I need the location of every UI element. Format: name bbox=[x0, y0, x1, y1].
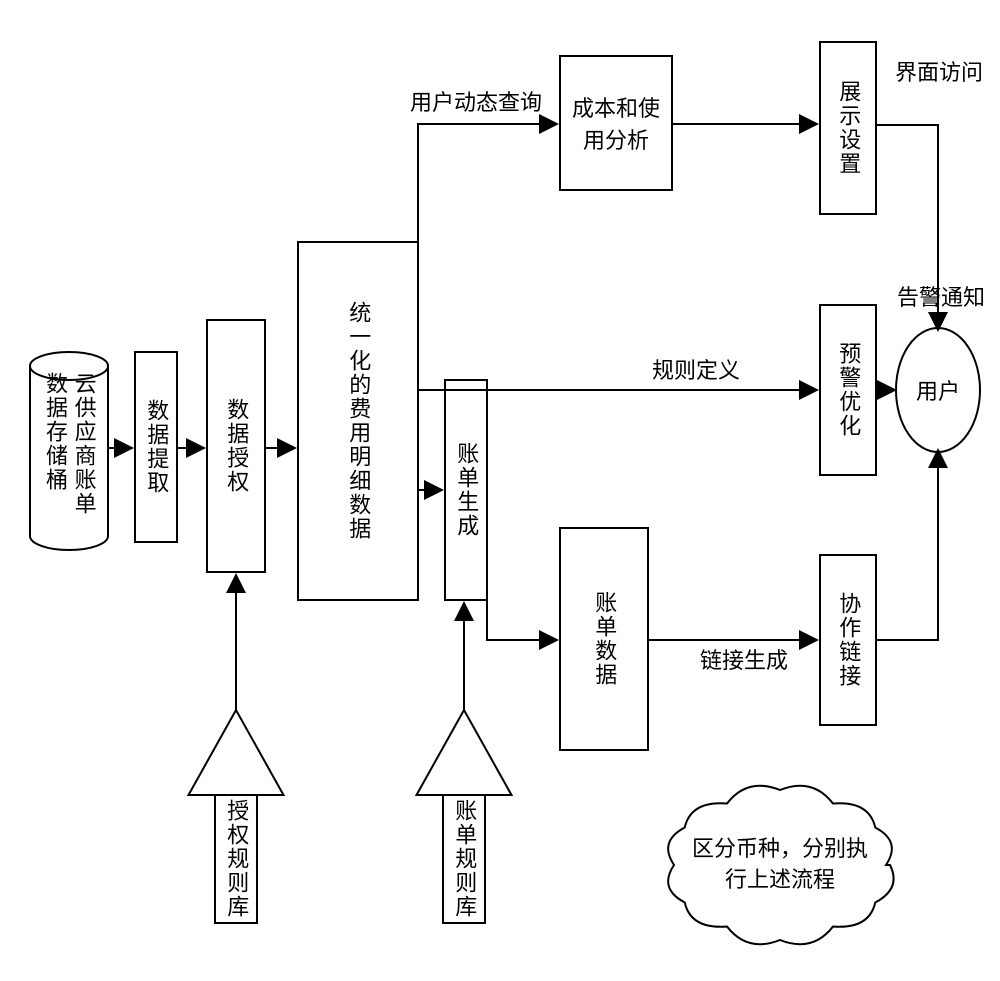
label-billrules: 账单规则库 bbox=[450, 799, 479, 919]
label-billgen: 账单生成 bbox=[452, 442, 481, 538]
label-collab: 协作链接 bbox=[834, 592, 863, 688]
node-billrules-tri bbox=[417, 710, 512, 795]
label-user: 用户 bbox=[896, 328, 980, 452]
label-display: 展示设置 bbox=[834, 80, 863, 176]
label-cloud: 区分币种，分别执行上述流程 bbox=[690, 820, 870, 910]
label-unified: 统一化的费用明细数据 bbox=[344, 301, 373, 541]
label-wrap-auth: 数据授权 bbox=[207, 320, 265, 572]
label-wrap-display: 展示设置 bbox=[820, 42, 876, 214]
label-cost: 成本和使用分析 bbox=[560, 56, 672, 190]
label-auth: 数据授权 bbox=[222, 398, 251, 494]
label-wrap-alert: 预警优化 bbox=[820, 305, 876, 475]
label-extract: 数据提取 bbox=[142, 399, 171, 495]
label-wrap-unified: 统一化的费用明细数据 bbox=[298, 242, 418, 600]
label-authrules: 授权规则库 bbox=[222, 799, 251, 919]
label-alert: 预警优化 bbox=[834, 342, 863, 438]
edge-label-alert-user: 告警通知 bbox=[897, 285, 985, 311]
label-wrap-billgen: 账单生成 bbox=[445, 380, 487, 600]
edge-label-billdata-collab: 链接生成 bbox=[700, 648, 788, 674]
label-wrap-authrules: 授权规则库 bbox=[215, 795, 257, 923]
edge-unified-cost bbox=[418, 124, 557, 242]
edge-label-unified-alert: 规则定义 bbox=[652, 358, 740, 384]
edge-billgen-billdata bbox=[487, 600, 557, 640]
label-wrap-billrules: 账单规则库 bbox=[443, 795, 485, 923]
label-wrap-collab: 协作链接 bbox=[820, 555, 876, 725]
label-wrap-billdata: 账单数据 bbox=[560, 528, 648, 750]
label-wrap-cylinder: 云供应商账单数据存储桶 bbox=[30, 372, 108, 536]
label-cylinder: 云供应商账单数据存储桶 bbox=[40, 372, 97, 536]
label-wrap-extract: 数据提取 bbox=[135, 352, 177, 542]
edge-label-unified-cost: 用户动态查询 bbox=[410, 90, 542, 116]
label-billdata: 账单数据 bbox=[590, 591, 619, 687]
node-authrules-tri bbox=[189, 710, 284, 795]
edge-collab-user bbox=[876, 450, 938, 640]
edge-label-display-user: 界面访问 bbox=[895, 60, 983, 86]
